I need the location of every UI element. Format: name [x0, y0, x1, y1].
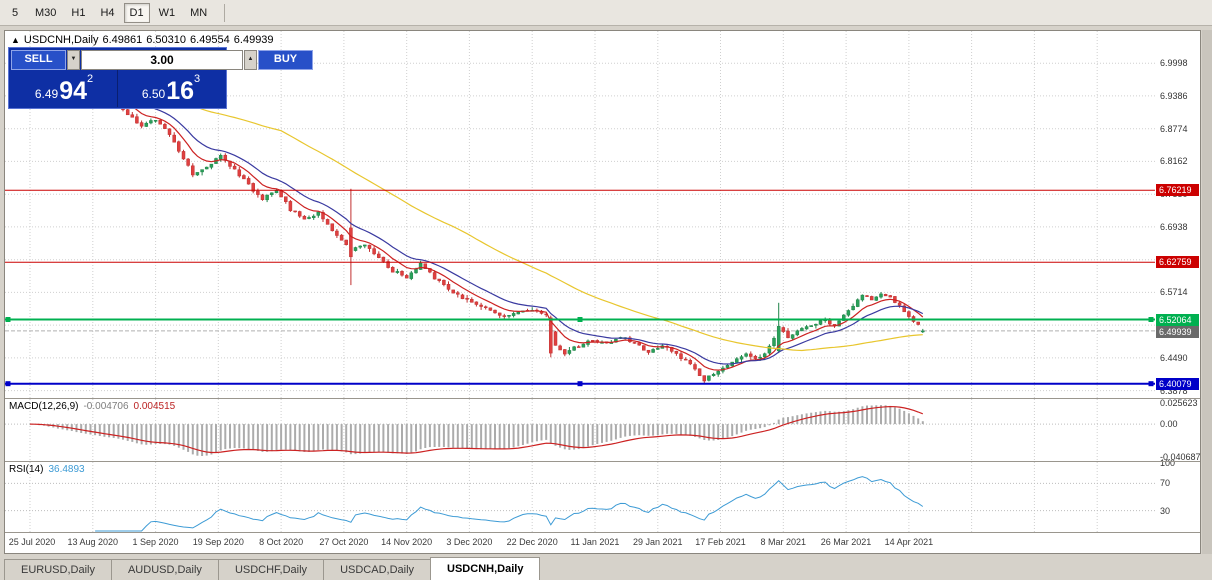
volume-increase-button[interactable]: ▲ [244, 50, 257, 70]
time-axis: 25 Jul 2020 13 Aug 2020 1 Sep 2020 19 Sep 2… [5, 533, 1155, 553]
window-right-strip [1202, 30, 1212, 554]
x-axis-date-label: 3 Dec 2020 [446, 537, 493, 547]
rsi-value: 36.4893 [48, 464, 85, 475]
ask-stem: 6.50 [141, 87, 166, 101]
toolbar-divider [224, 3, 226, 22]
rsi-tick: 30 [1160, 505, 1171, 516]
chart-window: 25 Jul 2020 13 Aug 2020 1 Sep 2020 19 Sep 2… [4, 30, 1201, 554]
x-axis-date-label: 14 Apr 2021 [884, 537, 934, 547]
timeframe-h4[interactable]: H4 [94, 3, 120, 23]
tab-usdchf-daily[interactable]: USDCHF,Daily [217, 559, 325, 580]
timeframe-toolbar: 5 M30 H1 H4 D1 W1 MN [0, 0, 1212, 26]
x-axis-date-label: 13 Aug 2020 [67, 537, 119, 547]
price-level-badge: 6.40079 [1156, 377, 1199, 390]
price-tick: 6.5714 [1160, 287, 1188, 298]
tab-usdcad-daily[interactable]: USDCAD,Daily [323, 559, 432, 580]
macd-tick: -0.040687 [1160, 452, 1201, 463]
price-axis: 6.99986.93866.87746.81626.75506.69386.63… [1155, 31, 1201, 553]
price-tick: 6.8162 [1160, 156, 1188, 167]
price-tick: 6.8774 [1160, 123, 1188, 134]
rsi-pane-surface[interactable] [5, 462, 1155, 532]
price-level-badge: 6.62759 [1156, 256, 1199, 269]
macd-label: MACD(12,26,9) -0.004706 0.004515 [9, 401, 180, 412]
x-axis-date-label: 27 Oct 2020 [319, 537, 369, 547]
timeframe-h1[interactable]: H1 [65, 3, 91, 23]
tab-usdcnh-daily[interactable]: USDCNH,Daily [430, 557, 541, 580]
chart-tabs-bar: EURUSD,Daily AUDUSD,Daily USDCHF,Daily U… [0, 555, 1212, 580]
macd-pane-surface[interactable] [5, 399, 1155, 461]
tab-audusd-daily[interactable]: AUDUSD,Daily [110, 559, 219, 580]
caption-low: 6.49554 [190, 34, 230, 46]
x-axis-date-label: 14 Nov 2020 [381, 537, 433, 547]
x-axis-date-label: 11 Jan 2021 [570, 537, 620, 547]
bid-pipette: 2 [87, 73, 94, 85]
rsi-label: RSI(14) 36.4893 [9, 464, 90, 475]
bid-stem: 6.49 [34, 87, 59, 101]
buy-button[interactable]: BUY [258, 50, 313, 70]
ask-pipette: 3 [194, 73, 201, 85]
volume-input[interactable] [81, 50, 243, 70]
macd-signal-value: 0.004515 [133, 401, 176, 412]
x-axis-date-label: 8 Mar 2021 [760, 537, 807, 547]
one-click-trading-panel: SELL ▼ ▲ BUY 6.49 94 2 6.50 16 3 [8, 47, 313, 109]
x-axis-date-label: 19 Sep 2020 [192, 537, 244, 547]
ask-pips: 16 [166, 77, 195, 105]
pane-separator[interactable] [5, 461, 1200, 462]
ask-price: 6.50 16 3 [118, 70, 224, 107]
rsi-name: RSI(14) [9, 464, 44, 475]
timeframe-d1[interactable]: D1 [123, 2, 150, 23]
timeframe-m5[interactable]: 5 [4, 3, 26, 23]
sell-button[interactable]: SELL [11, 50, 66, 70]
bid-price: 6.49 94 2 [11, 70, 118, 107]
macd-tick: 0.025623 [1160, 398, 1198, 409]
price-tick: 6.4490 [1160, 352, 1188, 363]
volume-decrease-button[interactable]: ▼ [67, 50, 80, 70]
price-tick: 6.3878 [1160, 385, 1188, 396]
x-axis-date-label: 17 Feb 2021 [695, 537, 746, 547]
x-axis-date-label: 8 Oct 2020 [259, 537, 304, 547]
caption-high: 6.50310 [146, 34, 187, 46]
bid-pips: 94 [59, 77, 88, 105]
caption-symbol: USDCNH,Daily [23, 34, 99, 46]
macd-name: MACD(12,26,9) [9, 401, 79, 412]
pane-separator[interactable] [5, 398, 1200, 399]
x-axis-date-label: 22 Dec 2020 [506, 537, 558, 547]
expander-icon[interactable]: ▲ [11, 35, 20, 45]
macd-tick: 0.00 [1160, 419, 1178, 430]
x-axis-date-label: 25 Jul 2020 [8, 537, 56, 547]
tab-eurusd-daily[interactable]: EURUSD,Daily [4, 559, 112, 580]
chart-caption: ▲ USDCNH,Daily 6.49861 6.50310 6.49554 6.4993… [11, 34, 278, 46]
price-tick: 6.9998 [1160, 58, 1188, 69]
pane-separator [5, 532, 1200, 533]
caption-close: 6.49939 [233, 34, 274, 46]
caption-open: 6.49861 [102, 34, 143, 46]
price-tick: 6.6938 [1160, 221, 1188, 232]
timeframe-mn[interactable]: MN [184, 3, 213, 23]
rsi-tick: 70 [1160, 478, 1171, 489]
timeframe-w1[interactable]: W1 [153, 3, 182, 23]
price-tick: 6.9386 [1160, 90, 1188, 101]
x-axis-date-label: 1 Sep 2020 [132, 537, 179, 547]
x-axis-date-label: 29 Jan 2021 [632, 537, 683, 547]
macd-value: -0.004706 [83, 401, 129, 412]
price-level-badge: 6.76219 [1156, 184, 1199, 197]
rsi-tick: 100 [1160, 458, 1176, 468]
current-price-badge: 6.49939 [1156, 325, 1199, 338]
timeframe-m30[interactable]: M30 [29, 3, 62, 23]
x-axis-date-label: 26 Mar 2021 [820, 537, 872, 547]
price-level-badge: 6.52064 [1156, 313, 1199, 326]
